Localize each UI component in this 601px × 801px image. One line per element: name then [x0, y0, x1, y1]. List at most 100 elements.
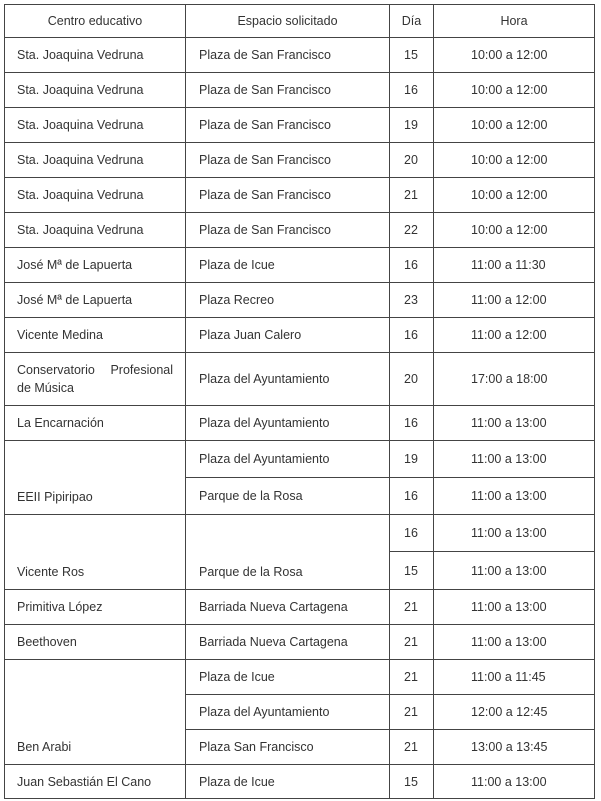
espacio-cell: Plaza del Ayuntamiento	[185, 352, 390, 406]
hora-cell: 11:00 a 13:00	[433, 477, 595, 515]
table-row: Sta. Joaquina Vedruna Plaza de San Franci…	[4, 212, 595, 248]
espacio-cell: Parque de la Rosa	[185, 477, 390, 515]
espacio-cell: Plaza del Ayuntamiento	[185, 405, 390, 441]
hora-cell: 12:00 a 12:45	[433, 694, 595, 730]
espacio-cell: Plaza de San Francisco	[185, 212, 390, 248]
table-row: Primitiva López Barriada Nueva Cartagena 2…	[4, 589, 595, 625]
espacio-cell: Plaza del Ayuntamiento	[185, 694, 390, 730]
dia-cell: 20	[389, 352, 434, 406]
hora-cell: 10:00 a 12:00	[433, 142, 595, 178]
schedule-table: Centro educativo Espacio solicitado Día …	[4, 4, 595, 799]
dia-cell: 21	[389, 589, 434, 625]
dia-cell: 21	[389, 729, 434, 765]
dia-cell: 21	[389, 694, 434, 730]
centro-cell: Sta. Joaquina Vedruna	[4, 72, 186, 108]
centro-cell: Sta. Joaquina Vedruna	[4, 177, 186, 213]
espacio-cell: Plaza de San Francisco	[185, 142, 390, 178]
espacio-cell: Plaza del Ayuntamiento	[185, 440, 390, 478]
header-hora: Hora	[433, 4, 595, 38]
table-row: Sta. Joaquina Vedruna Plaza de San Franci…	[4, 142, 595, 178]
dia-cell: 16	[389, 405, 434, 441]
espacio-cell: Barriada Nueva Cartagena	[185, 589, 390, 625]
table-row: Ben Arabi Plaza de Icue 21 11:00 a 11:45	[4, 659, 595, 765]
dia-cell: 22	[389, 212, 434, 248]
table-row: Sta. Joaquina Vedruna Plaza de San Franci…	[4, 107, 595, 143]
hora-cell: 17:00 a 18:00	[433, 352, 595, 406]
dia-cell: 23	[389, 282, 434, 318]
dia-cell: 20	[389, 142, 434, 178]
hora-cell: 11:00 a 12:00	[433, 317, 595, 353]
centro-cell: La Encarnación	[4, 405, 186, 441]
table-row: Beethoven Barriada Nueva Cartagena 21 11:00…	[4, 624, 595, 660]
espacio-cell: Plaza de Icue	[185, 247, 390, 283]
hora-cell: 13:00 a 13:45	[433, 729, 595, 765]
centro-cell: Sta. Joaquina Vedruna	[4, 107, 186, 143]
centro-cell: Vicente Medina	[4, 317, 186, 353]
hora-cell: 11:00 a 13:00	[433, 551, 595, 590]
table-row: EEII Pipiripao Plaza del Ayuntamiento 19 11…	[4, 440, 595, 515]
table-row: Vicente Medina Plaza Juan Calero 16 11:00 a…	[4, 317, 595, 353]
hora-cell: 10:00 a 12:00	[433, 177, 595, 213]
header-espacio: Espacio solicitado	[185, 4, 390, 38]
table-row: Juan Sebastián El Cano Plaza de Icue 15 11:…	[4, 764, 595, 799]
centro-cell: Conservatorio Profesional de Música	[4, 352, 186, 406]
hora-cell: 11:00 a 13:00	[433, 514, 595, 552]
espacio-cell: Plaza Recreo	[185, 282, 390, 318]
espacio-cell: Plaza de San Francisco	[185, 177, 390, 213]
espacio-cell: Plaza de San Francisco	[185, 72, 390, 108]
hora-cell: 11:00 a 12:00	[433, 282, 595, 318]
table-row: 15 11:00 a 13:00	[5, 551, 595, 590]
hora-cell: 11:00 a 11:30	[433, 247, 595, 283]
centro-cell: Sta. Joaquina Vedruna	[4, 212, 186, 248]
table-row: Vicente Ros Parque de la Rosa 16 11:00 a 13…	[4, 514, 595, 590]
table-row: Sta. Joaquina Vedruna Plaza de San Franci…	[4, 37, 595, 73]
centro-cell: Juan Sebastián El Cano	[4, 764, 186, 799]
centro-cell: Vicente Ros	[4, 514, 186, 590]
espacio-cell: Plaza de Icue	[185, 659, 390, 695]
centro-cell: José Mª de Lapuerta	[4, 247, 186, 283]
dia-cell: 15	[389, 37, 434, 73]
dia-cell: 16	[389, 247, 434, 283]
hora-cell: 11:00 a 11:45	[433, 659, 595, 695]
dia-cell: 21	[389, 177, 434, 213]
hora-cell: 10:00 a 12:00	[433, 72, 595, 108]
table-row: La Encarnación Plaza del Ayuntamiento 16 11…	[4, 405, 595, 441]
hora-cell: 10:00 a 12:00	[433, 107, 595, 143]
centro-cell: Sta. Joaquina Vedruna	[4, 37, 186, 73]
header-centro: Centro educativo	[4, 4, 186, 38]
hora-cell: 11:00 a 13:00	[433, 624, 595, 660]
hora-cell: 11:00 a 13:00	[433, 764, 595, 799]
centro-cell: Beethoven	[4, 624, 186, 660]
table-row: José Mª de Lapuerta Plaza Recreo 23 11:00 a…	[4, 282, 595, 318]
dia-cell: 16	[389, 317, 434, 353]
table-row: Sta. Joaquina Vedruna Plaza de San Franci…	[4, 72, 595, 108]
centro-cell: José Mª de Lapuerta	[4, 282, 186, 318]
table-header-row: Centro educativo Espacio solicitado Día …	[4, 4, 595, 38]
hora-cell: 11:00 a 13:00	[433, 589, 595, 625]
table-row: Plaza San Francisco 21 13:00 a 13:45	[5, 729, 595, 765]
dia-cell: 15	[389, 764, 434, 799]
header-dia: Día	[389, 4, 434, 38]
hora-cell: 10:00 a 12:00	[433, 212, 595, 248]
hora-cell: 11:00 a 13:00	[433, 440, 595, 478]
centro-cell: Sta. Joaquina Vedruna	[4, 142, 186, 178]
dia-cell: 19	[389, 440, 434, 478]
dia-cell: 19	[389, 107, 434, 143]
espacio-cell: Plaza Juan Calero	[185, 317, 390, 353]
centro-cell: Primitiva López	[4, 589, 186, 625]
espacio-cell: Barriada Nueva Cartagena	[185, 624, 390, 660]
espacio-cell: Parque de la Rosa	[185, 514, 390, 590]
espacio-cell: Plaza de San Francisco	[185, 37, 390, 73]
table-row: José Mª de Lapuerta Plaza de Icue 16 11:00 …	[4, 247, 595, 283]
dia-cell: 16	[389, 72, 434, 108]
hora-cell: 11:00 a 13:00	[433, 405, 595, 441]
espacio-cell: Plaza San Francisco	[185, 729, 390, 765]
centro-cell: EEII Pipiripao	[4, 440, 186, 515]
table-row: Parque de la Rosa 16 11:00 a 13:00	[5, 477, 595, 515]
dia-cell: 21	[389, 624, 434, 660]
dia-cell: 21	[389, 659, 434, 695]
centro-cell: Ben Arabi	[4, 659, 186, 765]
table-row: Plaza del Ayuntamiento 21 12:00 a 12:45	[5, 694, 595, 730]
table-row: Sta. Joaquina Vedruna Plaza de San Franci…	[4, 177, 595, 213]
dia-cell: 15	[389, 551, 434, 590]
